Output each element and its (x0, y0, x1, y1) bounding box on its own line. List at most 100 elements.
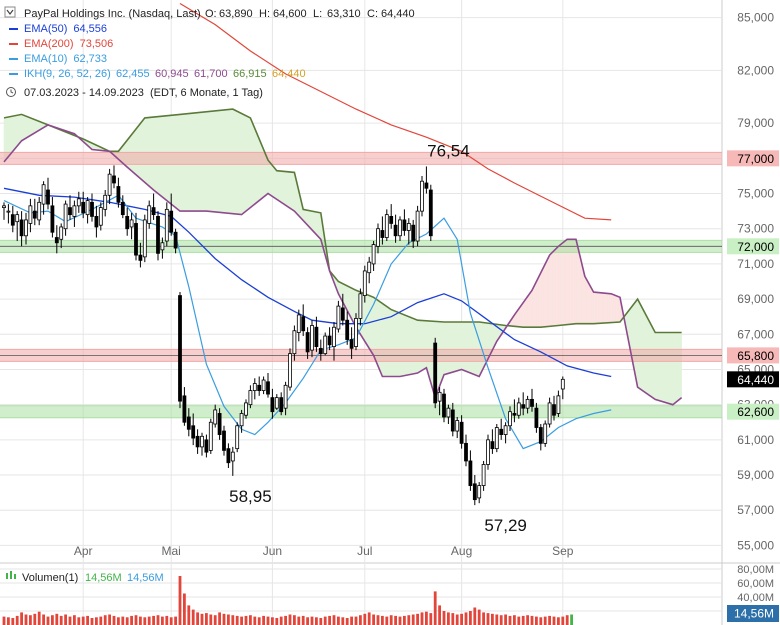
candle-up[interactable] (371, 244, 376, 265)
candle-up[interactable] (98, 207, 103, 226)
candle-up[interactable] (244, 402, 248, 416)
candle-up[interactable] (354, 318, 358, 347)
candle-down[interactable] (195, 435, 200, 448)
candle-down[interactable] (499, 428, 504, 435)
candle-up[interactable] (543, 423, 548, 444)
candle-down[interactable] (402, 219, 407, 231)
candle-down[interactable] (389, 216, 394, 224)
candle-down[interactable] (186, 416, 191, 430)
candle-up[interactable] (446, 407, 451, 418)
candle-down[interactable] (380, 230, 385, 238)
candle-up[interactable] (481, 464, 486, 486)
candle-up[interactable] (547, 402, 552, 425)
candle-up[interactable] (248, 390, 253, 406)
candle-down[interactable] (464, 442, 468, 462)
candle-up[interactable] (164, 208, 169, 242)
candle-up[interactable] (76, 198, 81, 207)
candle-up[interactable] (283, 384, 288, 409)
candle-up[interactable] (556, 395, 561, 414)
candle-up[interactable] (494, 427, 499, 450)
candle-up[interactable] (406, 223, 411, 231)
candle-up[interactable] (486, 439, 490, 465)
candle-up[interactable] (274, 397, 279, 409)
candle-up[interactable] (252, 383, 257, 391)
candle-down[interactable] (169, 210, 174, 233)
candle-up[interactable] (288, 353, 292, 388)
candle-up[interactable] (367, 261, 372, 274)
candle-down[interactable] (314, 326, 319, 347)
candle-up[interactable] (503, 425, 508, 435)
candle-up[interactable] (323, 335, 328, 355)
candle-down[interactable] (490, 441, 495, 450)
candle-up[interactable] (200, 435, 204, 448)
candle-up[interactable] (103, 194, 108, 210)
candle-down[interactable] (428, 189, 433, 237)
candle-down[interactable] (173, 231, 178, 249)
candle-down[interactable] (468, 460, 473, 486)
candle-down[interactable] (538, 427, 543, 444)
candle-down[interactable] (472, 483, 477, 501)
candle-down[interactable] (257, 384, 262, 391)
collapse-icon[interactable] (4, 6, 16, 18)
candle-down[interactable] (411, 224, 416, 242)
candle-up[interactable] (85, 200, 90, 216)
candle-up[interactable] (24, 219, 28, 237)
candle-down[interactable] (512, 413, 517, 416)
candle-up[interactable] (376, 228, 380, 247)
candle-up[interactable] (2, 205, 6, 209)
candle-up[interactable] (362, 270, 367, 296)
candle-down[interactable] (125, 216, 130, 230)
candle-down[interactable] (442, 393, 446, 418)
candle-down[interactable] (19, 219, 24, 237)
candle-up[interactable] (129, 219, 134, 228)
candle-down[interactable] (151, 207, 156, 216)
candle-up[interactable] (336, 305, 341, 330)
candle-down[interactable] (450, 409, 455, 432)
candle-down[interactable] (182, 395, 187, 423)
candle-down[interactable] (116, 186, 121, 203)
candle-up[interactable] (107, 173, 112, 196)
candle-up[interactable] (310, 325, 314, 351)
candle-up[interactable] (261, 379, 266, 391)
candle-down[interactable] (156, 216, 160, 254)
candle-down[interactable] (68, 207, 72, 216)
candle-up[interactable] (208, 421, 213, 451)
candle-down[interactable] (90, 201, 94, 217)
candle-up[interactable] (160, 242, 165, 251)
candle-down[interactable] (112, 175, 116, 184)
candle-down[interactable] (279, 397, 284, 413)
candle-down[interactable] (32, 210, 37, 219)
candle-up[interactable] (239, 413, 244, 427)
candle-up[interactable] (384, 214, 389, 238)
candle-up[interactable] (37, 201, 42, 221)
candle-down[interactable] (50, 205, 55, 233)
candle-up[interactable] (230, 451, 235, 462)
candle-down[interactable] (459, 421, 464, 444)
candle-up[interactable] (455, 420, 460, 432)
candle-up[interactable] (415, 210, 420, 242)
candle-down[interactable] (46, 189, 50, 205)
candle-up[interactable] (508, 411, 512, 427)
candle-down[interactable] (340, 307, 345, 321)
candle-down[interactable] (217, 413, 222, 435)
candle-down[interactable] (204, 439, 209, 453)
candle-down[interactable] (81, 201, 86, 214)
candle-down[interactable] (305, 332, 310, 353)
candle-up[interactable] (28, 205, 33, 224)
candle-down[interactable] (301, 316, 306, 332)
candle-down[interactable] (10, 214, 15, 226)
candle-up[interactable] (15, 214, 20, 223)
candle-up[interactable] (63, 203, 68, 230)
candle-down[interactable] (222, 430, 226, 451)
candle-down[interactable] (424, 182, 429, 189)
candle-down[interactable] (178, 295, 182, 402)
candle-up[interactable] (292, 330, 297, 355)
candle-down[interactable] (552, 404, 556, 416)
candle-down[interactable] (318, 347, 323, 355)
candle-up[interactable] (437, 391, 442, 402)
candle-up[interactable] (6, 210, 11, 213)
candle-down[interactable] (266, 381, 270, 395)
candle-down[interactable] (534, 407, 539, 428)
candle-down[interactable] (120, 201, 125, 216)
candle-up[interactable] (41, 184, 46, 205)
